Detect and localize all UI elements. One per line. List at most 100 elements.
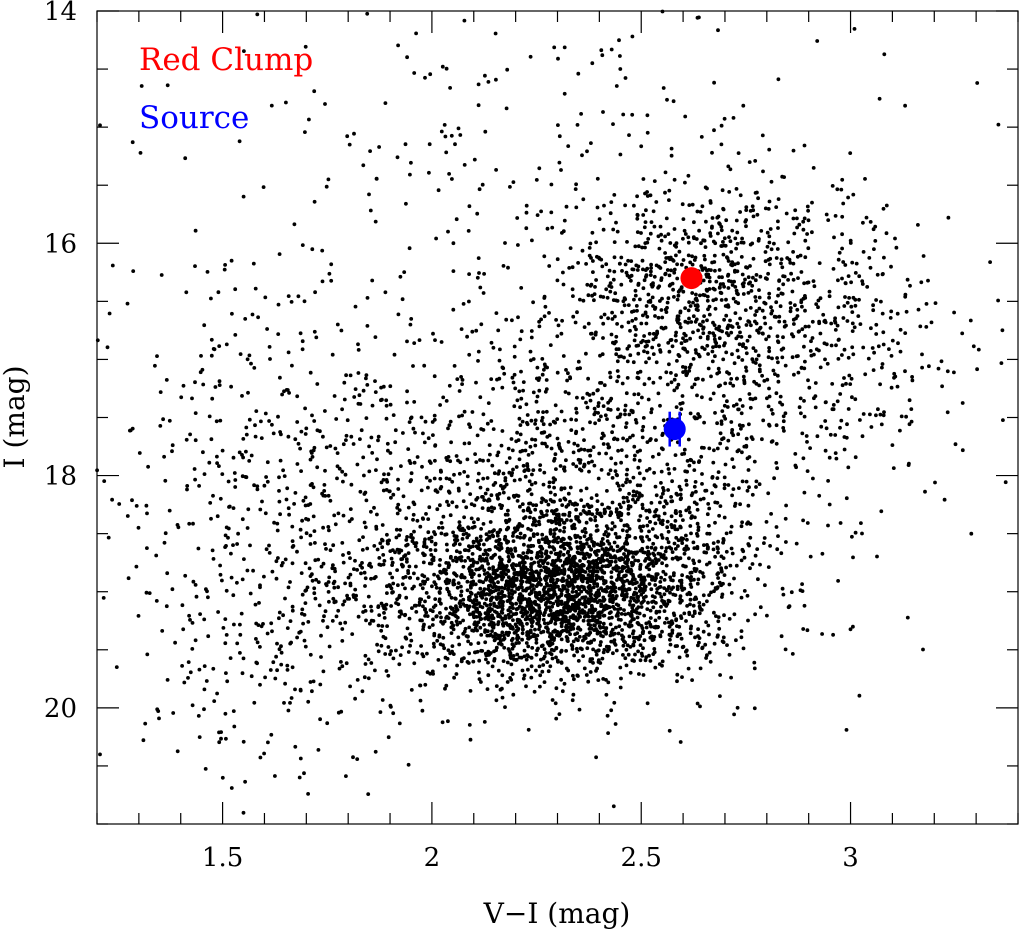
star-point xyxy=(827,455,832,460)
star-point xyxy=(732,279,736,284)
star-point xyxy=(613,589,618,594)
star-point xyxy=(596,611,600,615)
star-point xyxy=(455,585,460,590)
star-point xyxy=(846,407,851,411)
star-point xyxy=(446,426,450,431)
star-point xyxy=(457,542,462,547)
star-point xyxy=(793,463,798,468)
star-point xyxy=(552,638,556,642)
star-point xyxy=(688,411,693,416)
star-point xyxy=(547,588,551,593)
star-point xyxy=(903,292,908,297)
star-point xyxy=(472,602,477,607)
star-point xyxy=(748,566,752,571)
star-point xyxy=(869,326,873,331)
star-point xyxy=(611,424,616,428)
star-point xyxy=(498,639,503,644)
star-point xyxy=(571,586,576,591)
star-point xyxy=(670,621,675,626)
star-point xyxy=(369,609,374,613)
star-point xyxy=(589,518,593,522)
star-point xyxy=(818,296,823,301)
star-point xyxy=(735,376,739,381)
star-point xyxy=(514,641,519,646)
star-point xyxy=(580,596,585,600)
star-point xyxy=(799,270,804,274)
star-point xyxy=(627,634,632,639)
star-point xyxy=(663,621,667,625)
star-point xyxy=(606,472,611,476)
star-point xyxy=(544,378,549,382)
star-point xyxy=(789,271,793,276)
star-point xyxy=(602,532,607,537)
star-point xyxy=(616,573,621,577)
star-point xyxy=(483,616,488,621)
star-point xyxy=(742,589,747,593)
star-point xyxy=(730,457,735,462)
star-point xyxy=(743,308,748,312)
star-point xyxy=(559,637,564,642)
star-point xyxy=(691,330,695,335)
star-point xyxy=(518,432,523,437)
star-point xyxy=(457,523,462,528)
star-point xyxy=(658,350,663,354)
star-point xyxy=(494,595,498,600)
star-point xyxy=(740,404,745,408)
star-point xyxy=(502,645,507,650)
star-point xyxy=(503,616,508,621)
star-point xyxy=(492,528,496,533)
star-point xyxy=(543,364,548,369)
star-point xyxy=(688,582,693,587)
star-point xyxy=(649,410,654,415)
star-point xyxy=(559,409,564,414)
star-point xyxy=(431,617,435,622)
star-point xyxy=(817,321,822,326)
star-point xyxy=(519,582,523,587)
star-point xyxy=(308,542,313,546)
star-point xyxy=(716,576,720,580)
star-point xyxy=(357,538,362,543)
star-point xyxy=(766,258,771,262)
star-point xyxy=(544,601,548,605)
star-point xyxy=(358,437,362,441)
star-point xyxy=(688,631,693,636)
star-point xyxy=(501,471,506,476)
star-point xyxy=(608,211,613,216)
star-point xyxy=(597,217,602,222)
star-point xyxy=(520,668,525,673)
star-point xyxy=(454,606,459,611)
star-point xyxy=(509,473,514,478)
star-point xyxy=(382,616,387,620)
star-point xyxy=(725,446,729,451)
star-point xyxy=(717,336,722,341)
star-point xyxy=(500,686,504,691)
star-point xyxy=(636,558,641,563)
star-point xyxy=(734,638,738,643)
star-point xyxy=(744,208,749,213)
star-point xyxy=(636,594,640,599)
star-point xyxy=(540,532,545,537)
star-point xyxy=(591,647,595,652)
star-point xyxy=(788,301,793,305)
star-point xyxy=(840,232,844,237)
star-point xyxy=(520,637,524,642)
star-point xyxy=(649,501,654,505)
star-point xyxy=(573,535,578,540)
star-point xyxy=(758,369,762,374)
star-point xyxy=(467,723,472,727)
star-point xyxy=(595,565,600,570)
star-point xyxy=(385,624,389,628)
star-point xyxy=(465,588,470,593)
star-point xyxy=(684,508,689,513)
star-point xyxy=(467,651,471,656)
star-point xyxy=(960,331,965,336)
star-point xyxy=(620,579,624,583)
star-point xyxy=(529,482,534,487)
star-point xyxy=(751,275,755,280)
star-point xyxy=(608,281,613,285)
star-point xyxy=(506,647,511,651)
star-point xyxy=(388,571,392,576)
star-point xyxy=(692,220,696,225)
star-point xyxy=(556,514,561,518)
star-point xyxy=(537,563,541,568)
